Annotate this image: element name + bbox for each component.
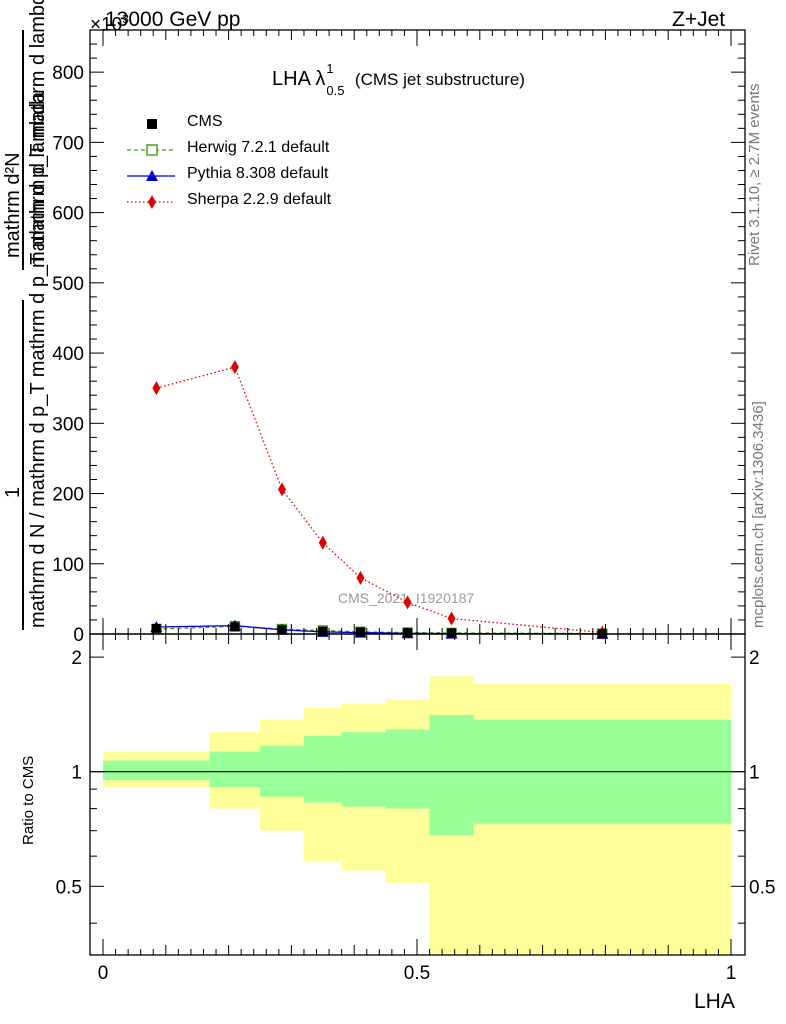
- main-ytick-label: 500: [52, 274, 84, 295]
- ratio-stat-band-0: [103, 760, 210, 781]
- ratio-stat-band-6: [429, 714, 474, 836]
- cms-point: [355, 627, 365, 637]
- main-series: [150, 360, 609, 640]
- main-ytick-label: 700: [52, 133, 84, 154]
- cms-point: [151, 623, 161, 633]
- sherpa-point: [277, 482, 286, 497]
- cms-point: [277, 625, 287, 635]
- main-ytick-label: 600: [52, 204, 84, 225]
- sherpa-marker-icon: [127, 195, 175, 209]
- cms-point: [318, 626, 328, 636]
- plot-title: LHA λ 1 0.5 (CMS jet substructure): [272, 61, 525, 98]
- legend-label-pythia: Pythia 8.308 default: [187, 165, 329, 182]
- energy-label: 13000 GeV pp: [105, 8, 241, 31]
- xtick-label: 1: [726, 963, 737, 984]
- process-label: Z+Jet: [672, 8, 726, 31]
- ratio-stat-band-4: [341, 732, 386, 807]
- legend: CMS Herwig 7.2.1 default Pythia 8.308 de…: [125, 112, 385, 222]
- legend-item-sherpa: Sherpa 2.2.9 default: [125, 190, 385, 214]
- ratio-ytick-label: 2: [71, 648, 82, 669]
- legend-label-cms: CMS: [187, 113, 223, 130]
- cms-point: [230, 622, 240, 632]
- ratio-stat-band-5: [385, 729, 430, 809]
- ratio-stat-band-3: [303, 736, 342, 803]
- ratio-bands: [103, 676, 731, 955]
- herwig-marker-icon: [127, 144, 175, 156]
- series-line-3: [156, 366, 603, 634]
- ylabel-frac-line-upper: [22, 30, 24, 270]
- sherpa-point: [447, 611, 456, 626]
- legend-label-sherpa: Sherpa 2.2.9 default: [187, 191, 332, 208]
- plot-title-main: LHA λ: [272, 68, 326, 90]
- ratio-ytick-label: 1: [71, 763, 82, 784]
- ylabel-frac-line-lower: [22, 300, 24, 630]
- plot-title-sub: 0.5: [326, 83, 345, 98]
- main-ytick-label: 100: [52, 555, 84, 576]
- plot-title-sup: 1: [326, 61, 334, 76]
- legend-item-herwig: Herwig 7.2.1 default: [125, 138, 385, 162]
- main-frame: [89, 29, 746, 635]
- sherpa-point: [356, 570, 365, 585]
- xtick-label: 0.5: [404, 963, 430, 984]
- ratio-ytick-label-right: 0.5: [749, 877, 775, 898]
- sherpa-point: [152, 381, 161, 396]
- ratio-stat-band-1: [209, 751, 260, 788]
- main-ytick-label: 400: [52, 344, 84, 365]
- pythia-marker-icon: [127, 170, 175, 181]
- main-ytick-label: 0: [73, 625, 84, 646]
- main-ytick-label: 200: [52, 485, 84, 506]
- exponent-power: 3: [122, 12, 129, 26]
- ratio-ytick-label: 0.5: [56, 877, 82, 898]
- axis-ticks: 0 100 200 300 400 500 600 700 800 0 0.5 1 0.5 0.5 1 1 2 2: [52, 30, 775, 984]
- ratio-ytick-label-right: 2: [749, 648, 760, 669]
- ratio-ytick-label-right: 1: [749, 763, 760, 784]
- x-axis-label: LHA: [694, 990, 735, 1013]
- legend-item-pythia: Pythia 8.308 default: [125, 164, 385, 188]
- legend-label-herwig: Herwig 7.2.1 default: [187, 139, 330, 156]
- cms-point: [403, 628, 413, 638]
- cms-point: [447, 628, 457, 638]
- main-y-axis-label: mathrm d²N mathrm d p_T mathrm d lambda …: [0, 0, 60, 640]
- main-ytick-label: 800: [52, 63, 84, 84]
- main-ytick-label: 300: [52, 414, 84, 435]
- sherpa-point: [403, 595, 412, 610]
- plot-title-suffix: (CMS jet substructure): [354, 70, 525, 89]
- xtick-label: 0: [98, 963, 109, 984]
- legend-item-cms: CMS: [125, 112, 385, 136]
- sherpa-point: [318, 535, 327, 550]
- cms-marker-icon: [147, 119, 157, 129]
- sherpa-point: [230, 360, 239, 375]
